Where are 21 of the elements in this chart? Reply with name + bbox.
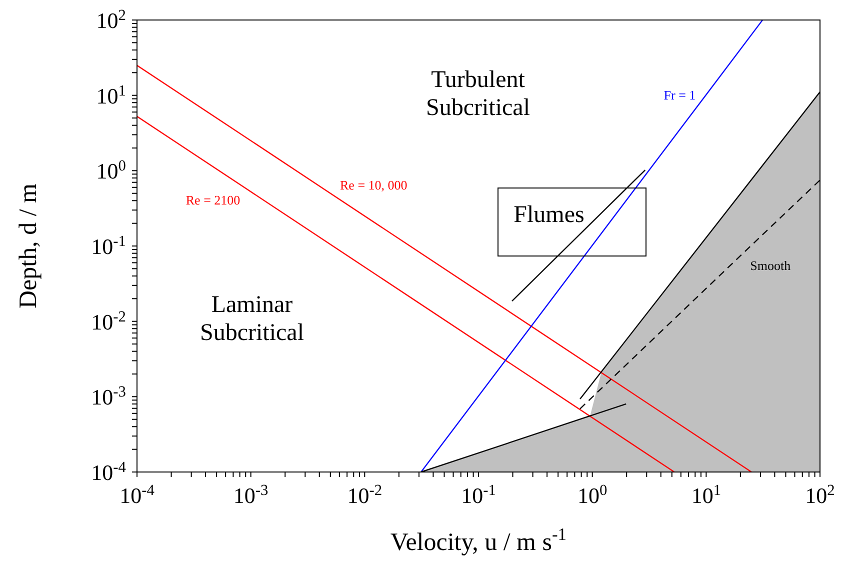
x-tick-label: 10$^{-2}$ [347, 482, 382, 508]
annotation: Flumes [514, 202, 584, 228]
x-tick-label: 10$^{0}$ [577, 482, 608, 508]
x-tick-label: 10$^{1}$ [691, 482, 722, 508]
series-label: Re = 2100 [186, 192, 240, 208]
y-tick-label: 10$^{0}$ [96, 157, 126, 184]
y-tick-label: 10$^{2}$ [96, 6, 126, 33]
series-label: Fr = 1 [664, 87, 696, 102]
annotation: Turbulent Subcritical [426, 67, 530, 121]
y-axis-title: Depth, d / m [15, 182, 42, 308]
annotation: Laminar Subcritical [200, 292, 304, 346]
x-axis-title: Velocity, u / m s$^{-1}$ [390, 524, 567, 556]
y-tick-label: 10$^{-2}$ [91, 308, 126, 334]
y-tick-label: 10$^{1}$ [96, 82, 126, 108]
y-tick-label: 10$^{-3}$ [91, 383, 126, 410]
x-tick-label: 10$^{-1}$ [461, 482, 496, 508]
y-tick-label: 10$^{-1}$ [91, 232, 126, 259]
x-tick-label: 10$^{-3}$ [233, 482, 269, 508]
series-label: Smooth [750, 258, 792, 274]
series-label: Re = 10, 000 [340, 178, 408, 193]
x-tick-label: 10$^{2}$ [805, 482, 835, 508]
